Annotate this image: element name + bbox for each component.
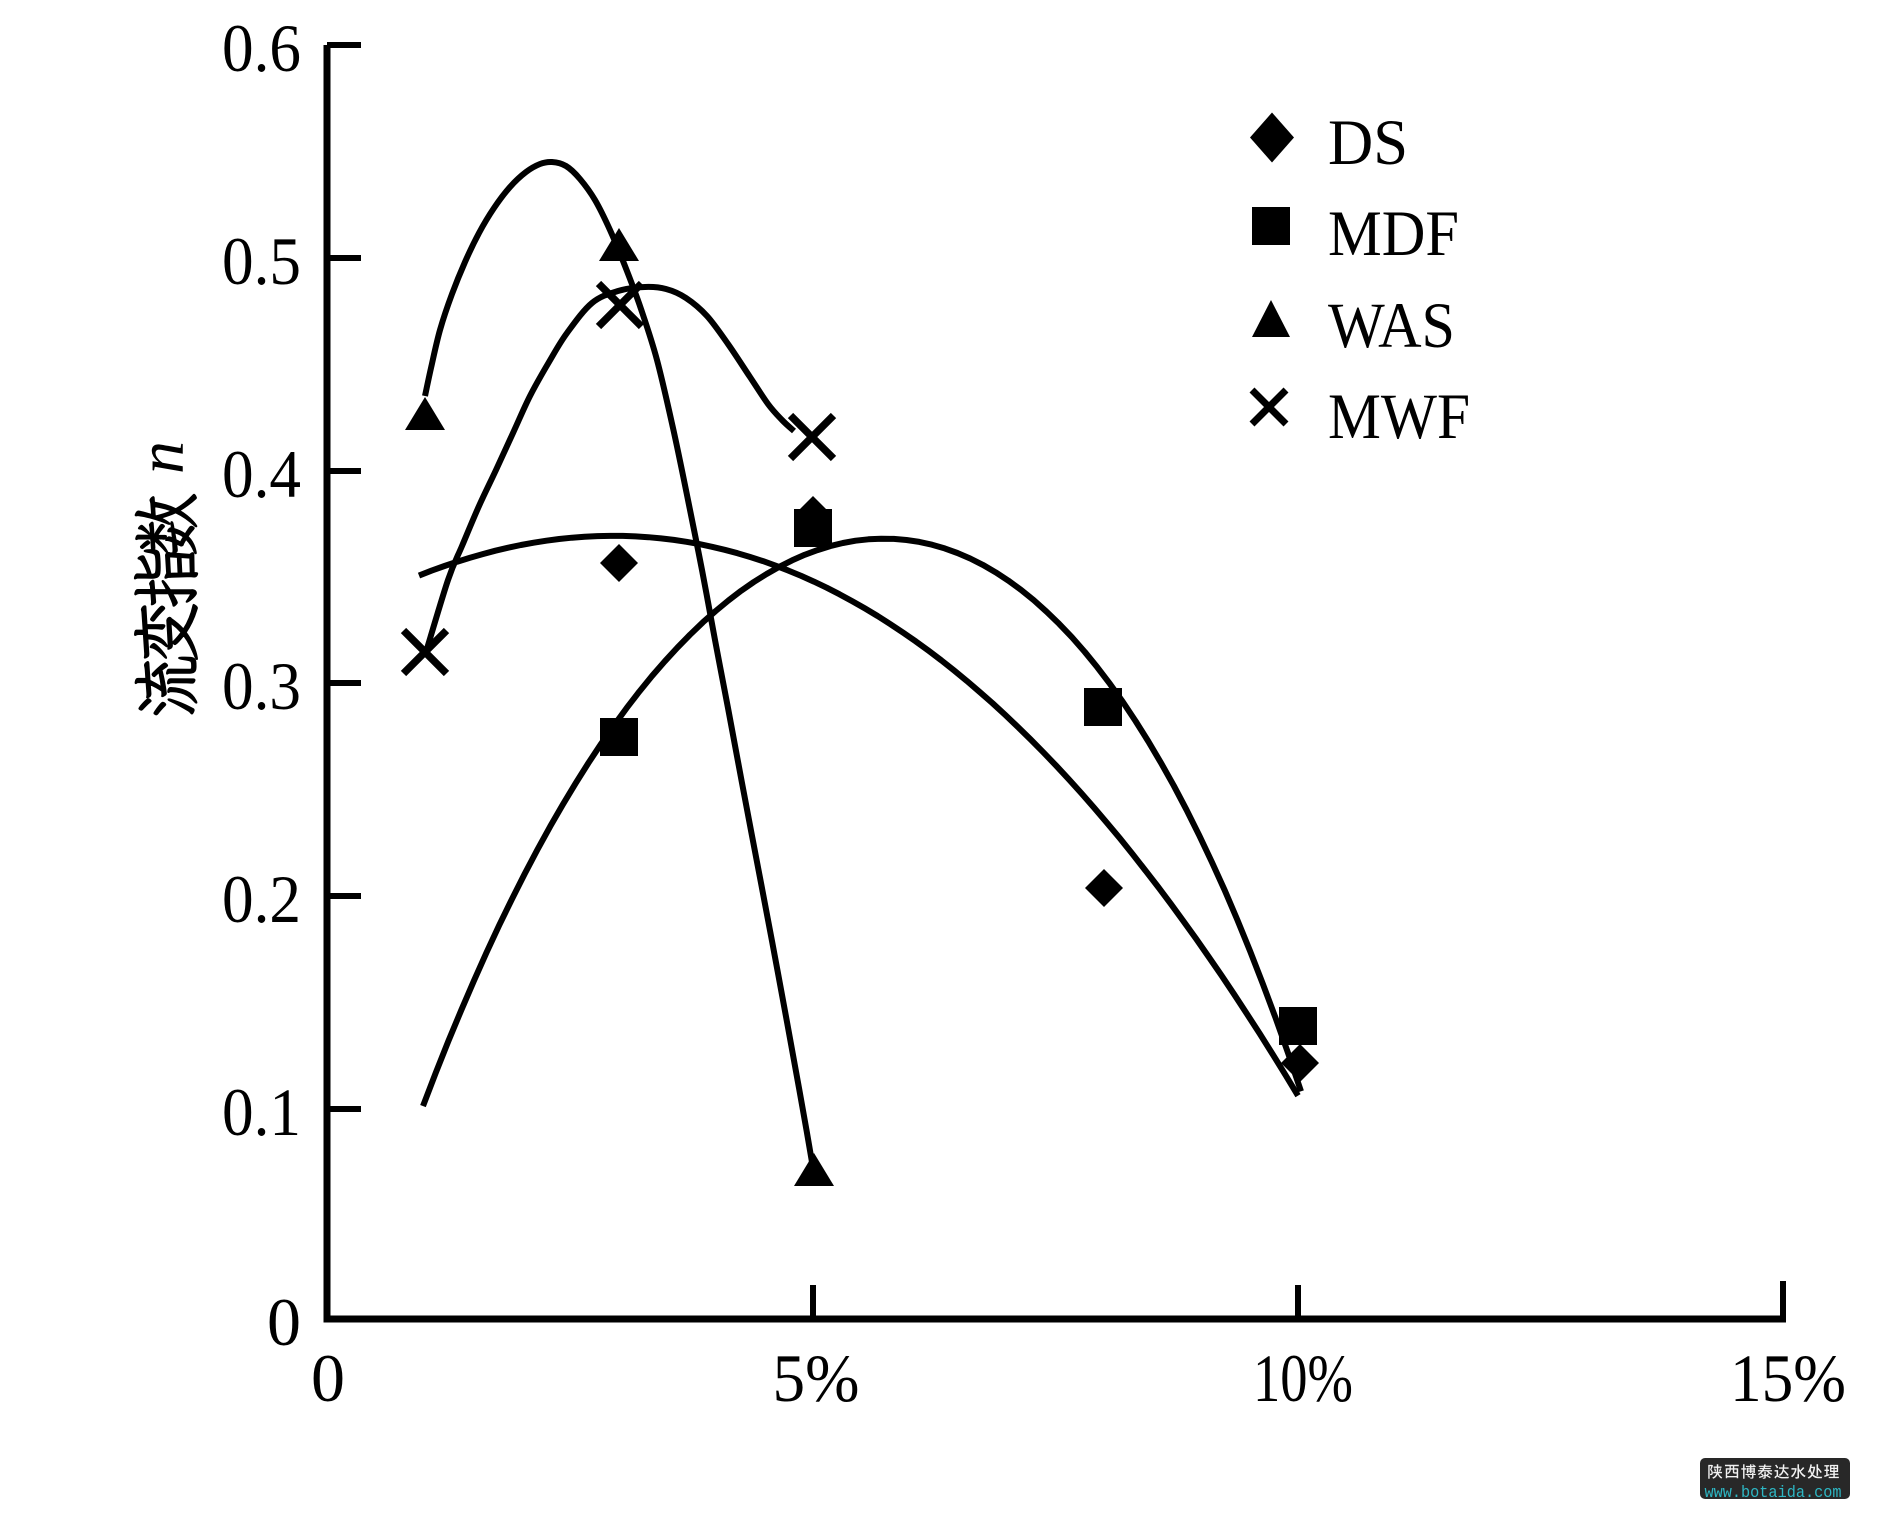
svg-text:WAS: WAS [1328, 290, 1455, 362]
svg-text:www.botaida.com: www.botaida.com [1705, 1483, 1842, 1502]
svg-text:0.2: 0.2 [222, 861, 301, 937]
svg-text:0: 0 [311, 1340, 345, 1416]
svg-text:0.6: 0.6 [222, 10, 301, 86]
svg-text:DS: DS [1328, 107, 1408, 179]
svg-text:10%: 10% [1253, 1340, 1353, 1416]
svg-text:0.5: 0.5 [222, 223, 301, 299]
svg-text:5%: 5% [773, 1340, 860, 1416]
svg-text:0.4: 0.4 [222, 436, 301, 512]
svg-text:MWF: MWF [1328, 381, 1470, 453]
svg-text:0.1: 0.1 [222, 1074, 301, 1150]
svg-text:0.3: 0.3 [222, 648, 301, 724]
svg-text:0: 0 [267, 1284, 301, 1360]
svg-text:n: n [125, 441, 198, 474]
svg-text:15%: 15% [1730, 1340, 1846, 1416]
svg-text:MDF: MDF [1328, 198, 1459, 270]
